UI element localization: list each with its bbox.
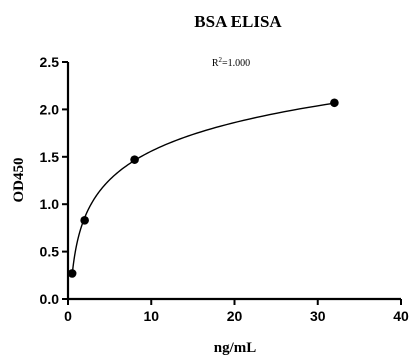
x-tick-label-3: 30	[310, 308, 326, 324]
r-squared-base: R	[212, 58, 219, 69]
r-squared-sup: 2	[219, 56, 223, 64]
y-tick-label-3: 1.5	[40, 149, 60, 165]
x-axis-label: ng/mL	[214, 340, 257, 356]
fit-curve	[71, 102, 335, 275]
y-tick-label-2: 1.0	[40, 196, 60, 212]
r-squared-annotation: R2=1.000	[212, 56, 250, 69]
y-tick-label-5: 2.5	[40, 54, 60, 70]
r-squared-rest: =1.000	[222, 58, 250, 69]
data-point-1	[80, 216, 89, 225]
data-points	[67, 98, 339, 278]
x-axis-ticks: 0 10 20 30 40	[64, 299, 409, 324]
y-axis-ticks: 0.0 0.5 1.0 1.5 2.0 2.5	[40, 54, 68, 307]
chart-title: BSA ELISA	[194, 12, 282, 31]
x-tick-label-2: 20	[227, 308, 243, 324]
y-axis-label: OD450	[11, 158, 27, 203]
y-tick-label-1: 0.5	[40, 244, 60, 260]
x-tick-label-4: 40	[393, 308, 409, 324]
data-point-0	[67, 269, 77, 278]
x-tick-label-1: 10	[143, 308, 159, 324]
x-tick-label-0: 0	[64, 308, 72, 324]
y-tick-label-0: 0.0	[40, 291, 60, 307]
y-tick-label-4: 2.0	[40, 101, 60, 117]
data-point-3	[330, 98, 339, 108]
data-point-2	[130, 155, 139, 164]
